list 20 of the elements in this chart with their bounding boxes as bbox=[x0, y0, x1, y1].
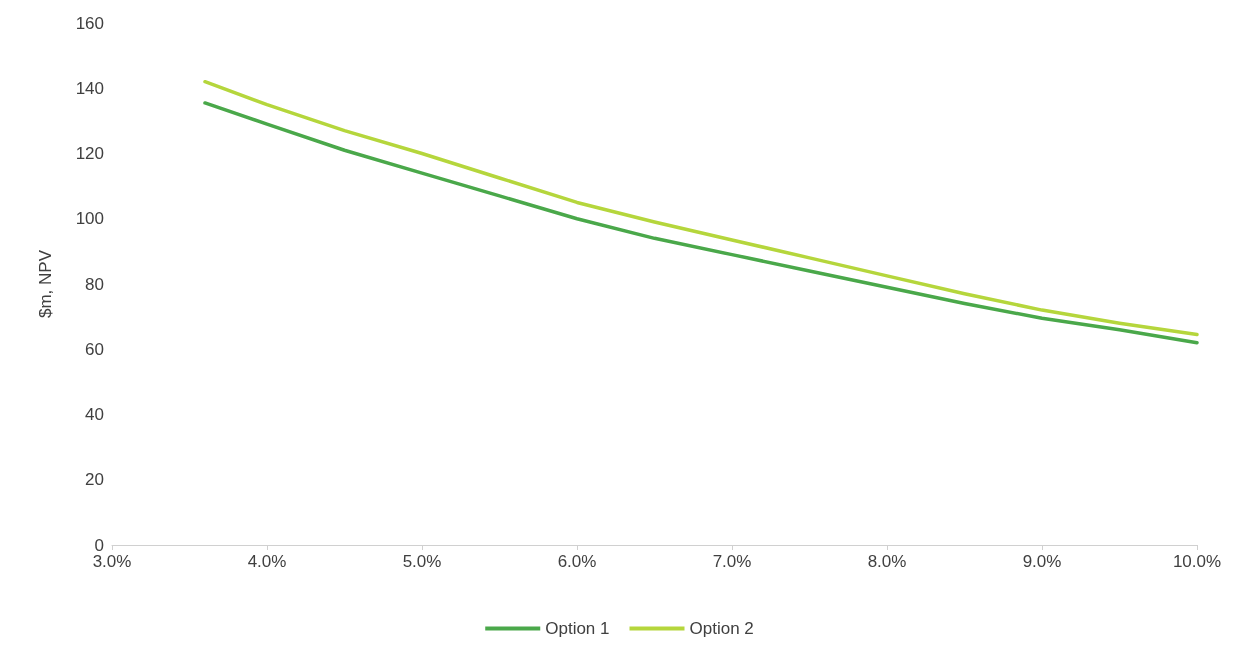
y-tick-label: 120 bbox=[75, 144, 104, 163]
y-tick-label: 60 bbox=[85, 339, 104, 359]
x-tick-label: 7.0% bbox=[712, 552, 752, 571]
x-tick-label: 5.0% bbox=[402, 552, 442, 571]
x-tick-label: 4.0% bbox=[247, 552, 287, 571]
legend-label: Option 2 bbox=[689, 619, 754, 638]
legend-label: Option 1 bbox=[545, 619, 610, 638]
x-tick-label: 9.0% bbox=[1022, 552, 1062, 571]
y-tick-label: 80 bbox=[85, 274, 104, 294]
y-tick-label: 40 bbox=[85, 405, 104, 424]
y-tick-label: 160 bbox=[75, 13, 104, 33]
x-tick-label: 6.0% bbox=[557, 552, 597, 571]
x-tick-label: 10.0% bbox=[1172, 552, 1222, 571]
x-tick-label: 8.0% bbox=[867, 552, 907, 571]
y-tick-label: 100 bbox=[75, 209, 104, 229]
y-tick-label: 20 bbox=[85, 470, 104, 490]
y-axis-title: $m, NPV bbox=[36, 249, 55, 319]
y-tick-label: 140 bbox=[75, 78, 104, 98]
x-tick-label: 3.0% bbox=[92, 552, 132, 571]
y-tick-label: 0 bbox=[94, 535, 104, 555]
